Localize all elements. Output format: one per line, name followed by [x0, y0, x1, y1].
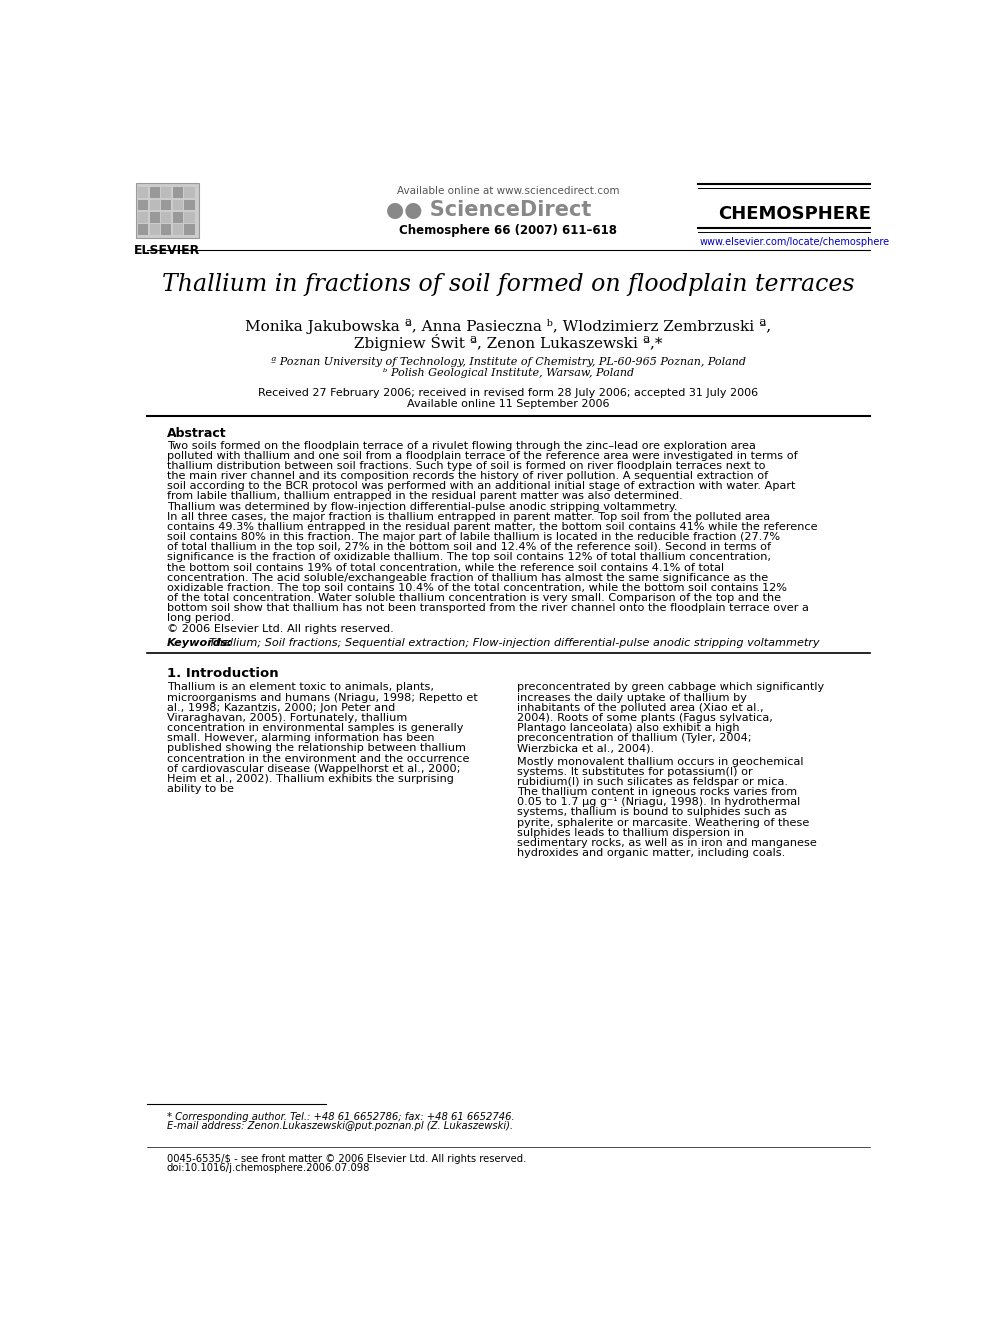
- Text: The thallium content in igneous rocks varies from: The thallium content in igneous rocks va…: [517, 787, 797, 796]
- Text: inhabitants of the polluted area (Xiao et al.,: inhabitants of the polluted area (Xiao e…: [517, 703, 764, 713]
- Text: concentration. The acid soluble/exchangeable fraction of thallium has almost the: concentration. The acid soluble/exchange…: [167, 573, 768, 582]
- Bar: [185, 212, 194, 222]
- Bar: [138, 224, 148, 235]
- Text: Wierzbicka et al., 2004).: Wierzbicka et al., 2004).: [517, 744, 654, 753]
- Bar: [185, 188, 194, 198]
- Bar: [161, 224, 172, 235]
- Text: www.elsevier.com/locate/chemosphere: www.elsevier.com/locate/chemosphere: [699, 237, 890, 246]
- Text: significance is the fraction of oxidizable thallium. The top soil contains 12% o: significance is the fraction of oxidizab…: [167, 553, 771, 562]
- Text: oxidizable fraction. The top soil contains 10.4% of the total concentration, whi: oxidizable fraction. The top soil contai…: [167, 583, 787, 593]
- Text: Plantago lanceolata) also exhibit a high: Plantago lanceolata) also exhibit a high: [517, 722, 739, 733]
- Text: Thallium; Soil fractions; Sequential extraction; Flow-injection differential-pul: Thallium; Soil fractions; Sequential ext…: [209, 638, 819, 648]
- Text: ability to be: ability to be: [167, 785, 234, 794]
- Bar: [136, 183, 199, 238]
- Bar: [161, 200, 172, 210]
- Text: Available online at www.sciencedirect.com: Available online at www.sciencedirect.co…: [397, 187, 620, 197]
- Text: of total thallium in the top soil, 27% in the bottom soil and 12.4% of the refer: of total thallium in the top soil, 27% i…: [167, 542, 771, 552]
- Text: Thallium in fractions of soil formed on floodplain terraces: Thallium in fractions of soil formed on …: [162, 273, 855, 296]
- Text: the main river channel and its composition records the history of river pollutio: the main river channel and its compositi…: [167, 471, 768, 482]
- Text: ª Poznan University of Technology, Institute of Chemistry, PL-60-965 Poznan, Pol: ª Poznan University of Technology, Insti…: [271, 357, 746, 368]
- Text: bottom soil show that thallium has not been transported from the river channel o: bottom soil show that thallium has not b…: [167, 603, 808, 613]
- Text: Available online 11 September 2006: Available online 11 September 2006: [407, 400, 610, 409]
- Text: doi:10.1016/j.chemosphere.2006.07.098: doi:10.1016/j.chemosphere.2006.07.098: [167, 1163, 370, 1174]
- Bar: [161, 188, 172, 198]
- Text: microorganisms and humans (Nriagu, 1998; Repetto et: microorganisms and humans (Nriagu, 1998;…: [167, 692, 477, 703]
- Text: sedimentary rocks, as well as in iron and manganese: sedimentary rocks, as well as in iron an…: [517, 837, 816, 848]
- Text: rubidium(I) in such silicates as feldspar or mica.: rubidium(I) in such silicates as feldspa…: [517, 777, 788, 787]
- Text: soil contains 80% in this fraction. The major part of labile thallium is located: soil contains 80% in this fraction. The …: [167, 532, 780, 542]
- Text: the bottom soil contains 19% of total concentration, while the reference soil co: the bottom soil contains 19% of total co…: [167, 562, 724, 573]
- Bar: [138, 200, 148, 210]
- Text: preconcentration of thallium (Tyler, 2004;: preconcentration of thallium (Tyler, 200…: [517, 733, 752, 744]
- Bar: [150, 212, 160, 222]
- Text: systems. It substitutes for potassium(I) or: systems. It substitutes for potassium(I)…: [517, 767, 753, 777]
- Text: pyrite, sphalerite or marcasite. Weathering of these: pyrite, sphalerite or marcasite. Weather…: [517, 818, 809, 828]
- Text: thallium distribution between soil fractions. Such type of soil is formed on riv: thallium distribution between soil fract…: [167, 460, 765, 471]
- Text: 1. Introduction: 1. Introduction: [167, 667, 278, 680]
- Text: sulphides leads to thallium dispersion in: sulphides leads to thallium dispersion i…: [517, 828, 744, 837]
- Text: Thallium was determined by flow-injection differential-pulse anodic stripping vo: Thallium was determined by flow-injectio…: [167, 501, 678, 512]
- Bar: [150, 224, 160, 235]
- Text: Abstract: Abstract: [167, 427, 226, 439]
- Text: In all three cases, the major fraction is thallium entrapped in parent matter. T: In all three cases, the major fraction i…: [167, 512, 770, 521]
- Text: Mostly monovalent thallium occurs in geochemical: Mostly monovalent thallium occurs in geo…: [517, 757, 804, 766]
- Bar: [173, 224, 183, 235]
- Text: Received 27 February 2006; received in revised form 28 July 2006; accepted 31 Ju: Received 27 February 2006; received in r…: [258, 388, 759, 398]
- Text: ●● ScienceDirect: ●● ScienceDirect: [386, 200, 591, 221]
- Bar: [185, 224, 194, 235]
- Text: * Corresponding author. Tel.: +48 61 6652786; fax: +48 61 6652746.: * Corresponding author. Tel.: +48 61 665…: [167, 1113, 514, 1122]
- Text: Zbigniew Świt ª, Zenon Lukaszewski ª,*: Zbigniew Świt ª, Zenon Lukaszewski ª,*: [354, 335, 663, 352]
- Text: Two soils formed on the floodplain terrace of a rivulet flowing through the zinc: Two soils formed on the floodplain terra…: [167, 441, 756, 451]
- Text: Viraraghavan, 2005). Fortunately, thallium: Viraraghavan, 2005). Fortunately, thalli…: [167, 713, 407, 722]
- Text: concentration in environmental samples is generally: concentration in environmental samples i…: [167, 722, 463, 733]
- Bar: [150, 200, 160, 210]
- Text: Chemosphere 66 (2007) 611–618: Chemosphere 66 (2007) 611–618: [400, 224, 617, 237]
- Text: ELSEVIER: ELSEVIER: [134, 245, 200, 257]
- Text: Heim et al., 2002). Thallium exhibits the surprising: Heim et al., 2002). Thallium exhibits th…: [167, 774, 453, 783]
- Bar: [138, 212, 148, 222]
- Text: ᵇ Polish Geological Institute, Warsaw, Poland: ᵇ Polish Geological Institute, Warsaw, P…: [383, 368, 634, 378]
- Text: of cardiovascular disease (Wappelhorst et al., 2000;: of cardiovascular disease (Wappelhorst e…: [167, 763, 460, 774]
- Bar: [173, 188, 183, 198]
- Text: preconcentrated by green cabbage which significantly: preconcentrated by green cabbage which s…: [517, 683, 824, 692]
- Text: systems, thallium is bound to sulphides such as: systems, thallium is bound to sulphides …: [517, 807, 787, 818]
- Text: Keywords:: Keywords:: [167, 638, 233, 648]
- Bar: [138, 188, 148, 198]
- Bar: [185, 200, 194, 210]
- Text: Thallium is an element toxic to animals, plants,: Thallium is an element toxic to animals,…: [167, 683, 434, 692]
- Bar: [161, 212, 172, 222]
- Text: 2004). Roots of some plants (Fagus sylvatica,: 2004). Roots of some plants (Fagus sylva…: [517, 713, 773, 722]
- Text: from labile thallium, thallium entrapped in the residual parent matter was also : from labile thallium, thallium entrapped…: [167, 491, 682, 501]
- Text: small. However, alarming information has been: small. However, alarming information has…: [167, 733, 434, 744]
- Text: CHEMOSPHERE: CHEMOSPHERE: [718, 205, 871, 224]
- Text: contains 49.3% thallium entrapped in the residual parent matter, the bottom soil: contains 49.3% thallium entrapped in the…: [167, 521, 817, 532]
- Text: published showing the relationship between thallium: published showing the relationship betwe…: [167, 744, 465, 753]
- Bar: [173, 200, 183, 210]
- Bar: [173, 212, 183, 222]
- Text: Monika Jakubowska ª, Anna Pasieczna ᵇ, Wlodzimierz Zembrzuski ª,: Monika Jakubowska ª, Anna Pasieczna ᵇ, W…: [245, 319, 772, 333]
- Text: 0.05 to 1.7 μg g⁻¹ (Nriagu, 1998). In hydrothermal: 0.05 to 1.7 μg g⁻¹ (Nriagu, 1998). In hy…: [517, 798, 801, 807]
- Text: hydroxides and organic matter, including coals.: hydroxides and organic matter, including…: [517, 848, 786, 859]
- Text: of the total concentration. Water soluble thallium concentration is very small. : of the total concentration. Water solubl…: [167, 593, 781, 603]
- Text: long period.: long period.: [167, 614, 234, 623]
- Text: al., 1998; Kazantzis, 2000; Jon Peter and: al., 1998; Kazantzis, 2000; Jon Peter an…: [167, 703, 395, 713]
- Text: soil according to the BCR protocol was performed with an additional initial stag: soil according to the BCR protocol was p…: [167, 482, 795, 491]
- Text: © 2006 Elsevier Ltd. All rights reserved.: © 2006 Elsevier Ltd. All rights reserved…: [167, 623, 394, 634]
- Text: E-mail address: Zenon.Lukaszewski@put.poznan.pl (Z. Lukaszewski).: E-mail address: Zenon.Lukaszewski@put.po…: [167, 1122, 513, 1131]
- Text: 0045-6535/$ - see front matter © 2006 Elsevier Ltd. All rights reserved.: 0045-6535/$ - see front matter © 2006 El…: [167, 1154, 526, 1164]
- Text: polluted with thallium and one soil from a floodplain terrace of the reference a: polluted with thallium and one soil from…: [167, 451, 798, 460]
- Bar: [150, 188, 160, 198]
- Text: increases the daily uptake of thallium by: increases the daily uptake of thallium b…: [517, 692, 747, 703]
- Text: concentration in the environment and the occurrence: concentration in the environment and the…: [167, 754, 469, 763]
